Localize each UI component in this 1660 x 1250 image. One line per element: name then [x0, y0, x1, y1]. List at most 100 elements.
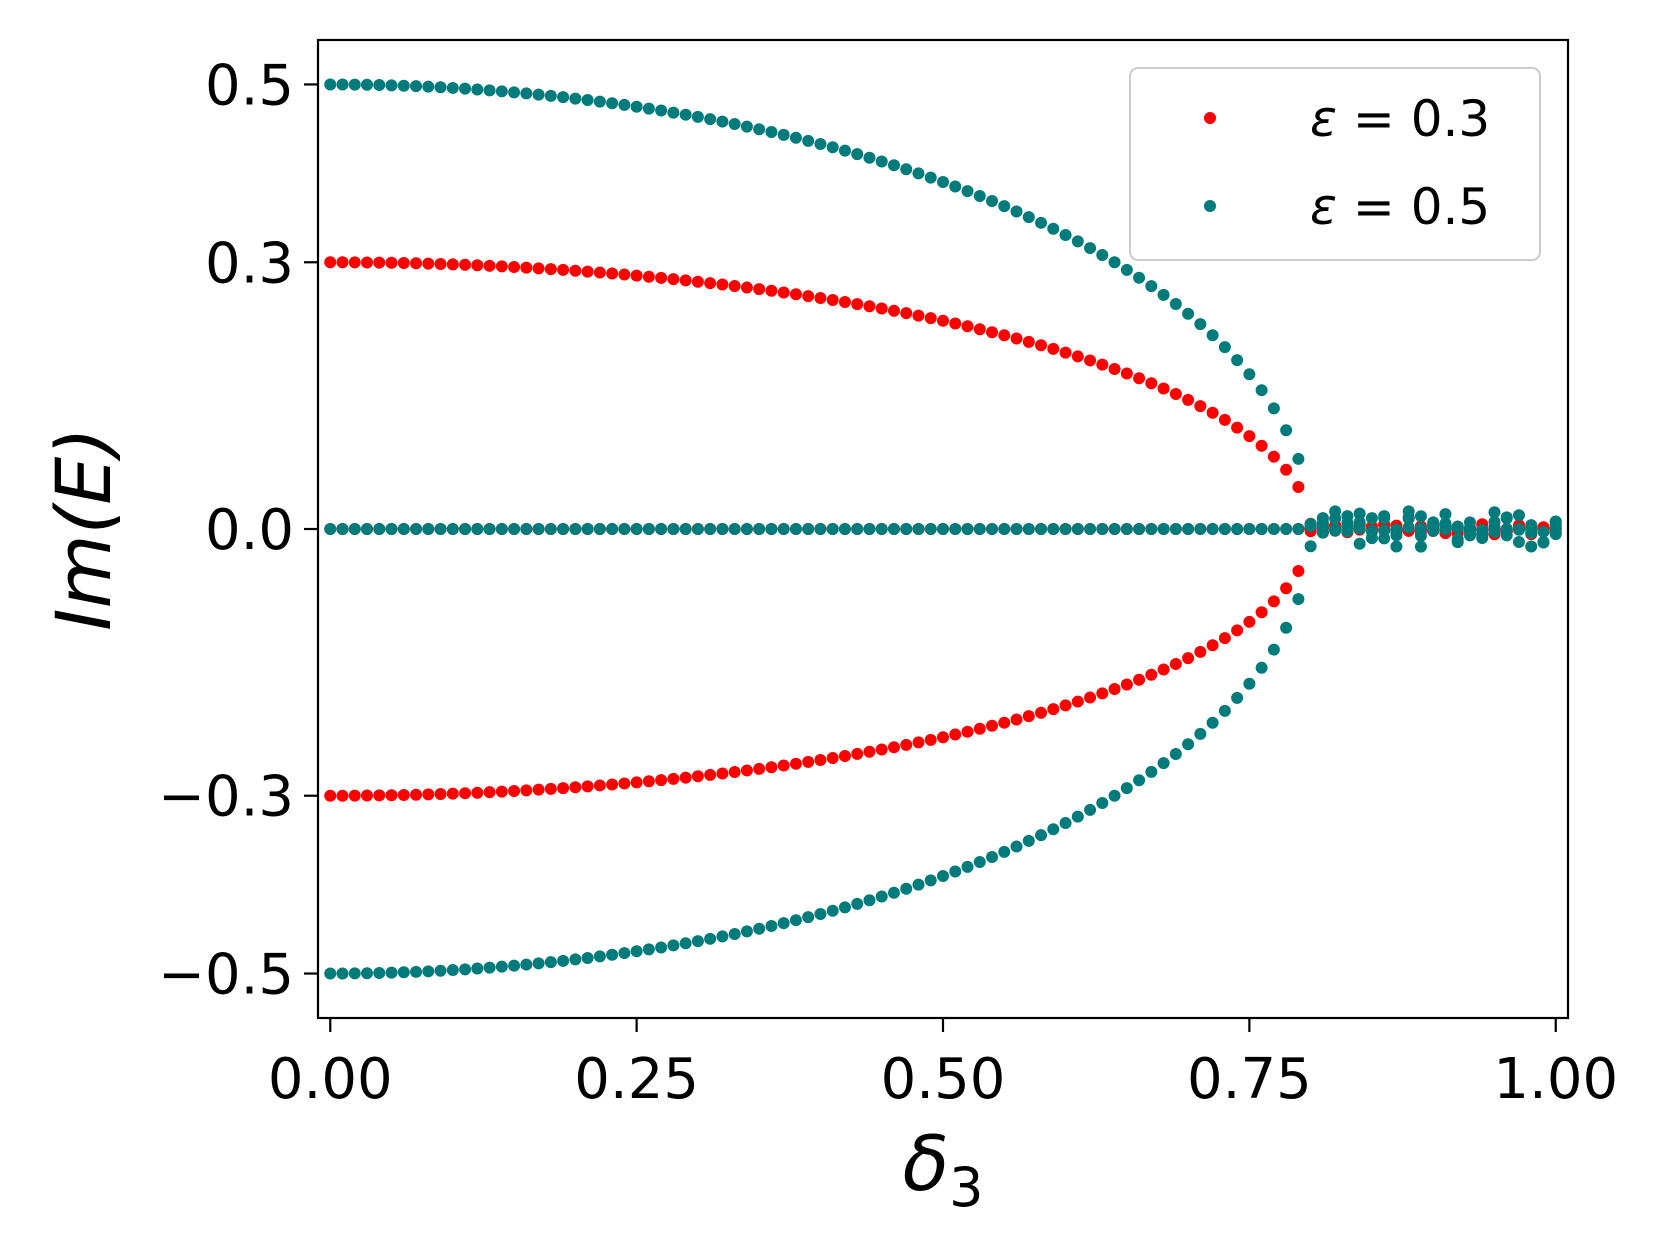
- data-point-series-1: [716, 115, 729, 128]
- data-point-series-1: [1022, 523, 1035, 535]
- data-point-series-0: [949, 317, 962, 330]
- data-point-series-1: [434, 81, 447, 94]
- data-point-series-1: [483, 523, 496, 535]
- data-point-series-0: [422, 257, 435, 270]
- data-point-series-0: [973, 722, 986, 735]
- data-point-series-1: [887, 886, 900, 899]
- data-point-series-0: [1231, 624, 1244, 637]
- data-point-series-1: [1169, 523, 1182, 535]
- data-point-series-0: [434, 788, 447, 801]
- data-point-series-1: [1525, 526, 1538, 539]
- data-point-series-1: [581, 951, 594, 964]
- data-point-series-1: [826, 904, 839, 917]
- data-point-series-1: [900, 882, 913, 895]
- data-point-series-0: [1059, 346, 1072, 359]
- data-point-series-1: [863, 151, 876, 164]
- data-point-series-1: [1010, 840, 1023, 853]
- data-point-series-1: [765, 919, 778, 932]
- y-tick-label: 0.5: [205, 53, 294, 118]
- data-point-series-1: [986, 523, 999, 535]
- data-point-series-1: [1231, 354, 1244, 367]
- data-point-series-1: [937, 175, 949, 188]
- data-point-series-1: [912, 167, 925, 180]
- data-point-series-0: [434, 257, 447, 270]
- data-point-series-0: [887, 741, 900, 754]
- data-point-series-1: [900, 523, 913, 535]
- data-point-series-1: [998, 523, 1011, 535]
- data-point-series-1: [1035, 216, 1048, 229]
- data-point-series-1: [1280, 523, 1293, 535]
- data-point-series-0: [1194, 645, 1207, 658]
- data-point-series-0: [569, 781, 582, 794]
- data-point-series-1: [875, 890, 888, 903]
- data-point-series-0: [814, 292, 827, 305]
- data-point-series-1: [1157, 757, 1170, 770]
- data-point-series-1: [777, 917, 790, 930]
- data-point-series-1: [385, 523, 398, 535]
- data-point-series-0: [753, 762, 766, 775]
- data-point-series-0: [1108, 683, 1121, 696]
- data-point-series-1: [471, 83, 484, 96]
- ticks-layer: 0.00 0.25 0.50 0.75 1.00 −0.5 −0.3 0.0 0.3 0.5: [158, 53, 1618, 1112]
- data-point-series-0: [520, 784, 533, 797]
- data-point-series-1: [1206, 329, 1219, 342]
- data-point-series-1: [704, 113, 717, 126]
- data-point-series-1: [361, 78, 374, 91]
- x-tick-label: 1.00: [1493, 1047, 1618, 1112]
- data-point-series-1: [986, 850, 999, 863]
- data-point-series-1: [1194, 523, 1207, 535]
- data-point-series-1: [1390, 529, 1403, 542]
- data-point-series-1: [1267, 402, 1280, 415]
- data-point-series-1: [1414, 510, 1427, 523]
- data-point-series-0: [459, 258, 472, 271]
- data-point-series-0: [361, 789, 374, 802]
- data-point-series-0: [385, 789, 398, 802]
- data-point-series-0: [324, 789, 337, 802]
- data-point-series-1: [1402, 505, 1415, 518]
- data-point-series-1: [385, 966, 398, 979]
- data-point-series-1: [642, 523, 655, 535]
- data-point-series-0: [716, 767, 729, 780]
- y-tick-label: 0.3: [205, 231, 294, 296]
- data-point-series-0: [1071, 350, 1084, 363]
- data-point-series-1: [361, 967, 374, 980]
- data-point-series-1: [1169, 747, 1182, 760]
- data-point-series-0: [348, 789, 361, 802]
- data-point-series-1: [863, 523, 876, 535]
- data-point-series-1: [655, 104, 668, 117]
- data-point-series-0: [348, 256, 361, 269]
- data-point-series-1: [446, 81, 459, 94]
- data-point-series-0: [679, 771, 692, 784]
- data-point-series-1: [826, 141, 839, 154]
- points-layer: [324, 78, 1562, 980]
- data-point-series-0: [900, 307, 913, 320]
- data-point-series-1: [1010, 205, 1023, 218]
- data-point-series-1: [1353, 507, 1366, 520]
- data-point-series-0: [826, 293, 839, 306]
- data-point-series-1: [1353, 537, 1366, 550]
- data-point-series-1: [1182, 523, 1195, 535]
- data-point-series-1: [348, 78, 361, 91]
- data-point-series-0: [397, 788, 410, 801]
- data-point-series-0: [1243, 430, 1256, 443]
- data-point-series-1: [1414, 540, 1427, 553]
- data-point-series-1: [606, 97, 619, 110]
- data-point-series-0: [1035, 339, 1048, 352]
- data-point-series-1: [887, 523, 900, 535]
- x-axis-label-main: δ: [903, 1119, 950, 1208]
- data-point-series-1: [397, 523, 410, 535]
- data-point-series-1: [1304, 540, 1317, 553]
- data-point-series-1: [973, 190, 986, 203]
- data-point-series-1: [569, 92, 582, 105]
- data-point-series-1: [1218, 523, 1231, 535]
- data-point-series-1: [1549, 515, 1562, 528]
- data-point-series-0: [1255, 606, 1268, 619]
- data-point-series-0: [863, 300, 876, 313]
- data-point-series-1: [1243, 677, 1256, 690]
- data-point-series-1: [495, 523, 508, 535]
- data-point-series-1: [912, 523, 925, 535]
- data-point-series-1: [912, 878, 925, 891]
- data-point-series-0: [471, 786, 484, 799]
- data-point-series-0: [1169, 657, 1182, 670]
- data-point-series-0: [986, 326, 999, 339]
